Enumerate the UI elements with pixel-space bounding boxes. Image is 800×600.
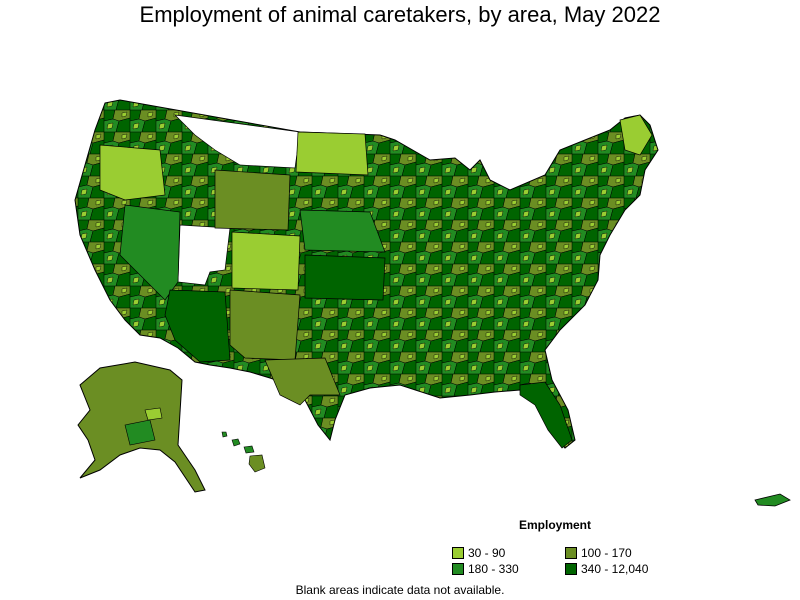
region-kansas: [304, 254, 386, 301]
legend-label: 100 - 170: [581, 546, 632, 560]
legend-title: Employment: [518, 518, 591, 532]
region-florida: [519, 381, 573, 449]
contiguous-us: [74, 99, 659, 449]
legend-swatch: [565, 547, 577, 559]
region-nebraska: [299, 209, 386, 253]
region-wyoming: [214, 169, 291, 231]
region-north-dakota: [295, 131, 369, 176]
alaska-region-south: [124, 419, 156, 446]
legend-label: 340 - 12,040: [581, 562, 649, 576]
region-new-mexico: [229, 289, 301, 361]
legend-item-180-330: 180 - 330: [452, 562, 519, 576]
region-colorado: [231, 231, 301, 291]
legend-label: 180 - 330: [468, 562, 519, 576]
map-title: Employment of animal caretakers, by area…: [139, 2, 661, 27]
puerto-rico: [754, 493, 791, 507]
alaska-region-lightgreen: [144, 407, 163, 421]
region-maine: [619, 114, 653, 156]
hawaii: [221, 431, 266, 473]
region-oregon-east: [99, 144, 166, 201]
legend-swatch: [565, 563, 577, 575]
footnote: Blank areas indicate data not available.: [295, 583, 505, 597]
legend-item-100-170: 100 - 170: [565, 546, 632, 560]
legend-item-340-12040: 340 - 12,040: [565, 562, 648, 576]
legend-item-30-90: 30 - 90: [452, 546, 505, 560]
legend-swatch: [452, 547, 464, 559]
region-west-texas: [264, 357, 341, 406]
region-nevada: [119, 204, 181, 301]
legend-swatch: [452, 563, 464, 575]
region-arizona: [164, 289, 231, 363]
legend-label: 30 - 90: [468, 546, 506, 560]
